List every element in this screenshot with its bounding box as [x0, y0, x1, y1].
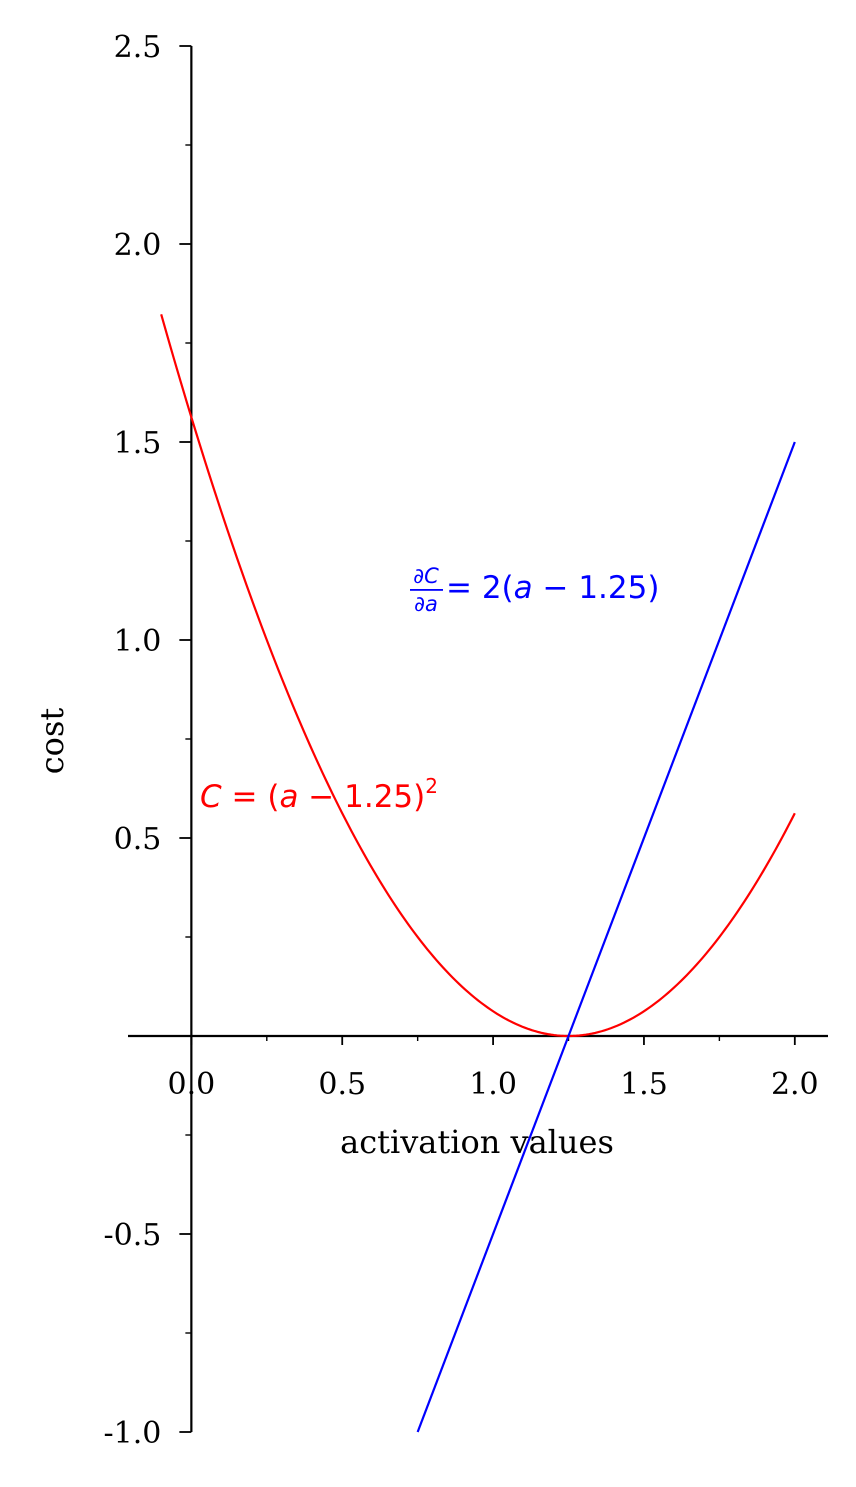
y-tick-label: 2.0 — [114, 228, 162, 263]
y-tick-label: -1.0 — [104, 1416, 162, 1451]
y-axis-title: cost — [33, 708, 71, 775]
x-tick-label: 2.0 — [771, 1067, 819, 1102]
y-tick-label: 1.5 — [114, 426, 162, 461]
x-tick-label: 1.5 — [620, 1067, 668, 1102]
derivative-denominator: ∂a — [414, 592, 438, 616]
y-tick-label: 1.0 — [114, 624, 162, 659]
series-layer — [160, 313, 796, 1433]
x-tick-label: 0.0 — [168, 1067, 216, 1102]
ticks: 0.0 0.5 1.0 1.5 2.0 -1.0 -0.5 0.5 1.0 1.5 2.0 2.5 — [104, 30, 819, 1451]
derivative-annotation: ∂C ∂a = 2(a − 1.25) — [410, 564, 659, 616]
fraction-bar — [410, 589, 443, 591]
cost-annotation: C = (a − 1.25)2 — [200, 774, 438, 815]
y-tick-label: -0.5 — [104, 1218, 162, 1253]
derivative-equation: = 2(a − 1.25) — [446, 570, 659, 606]
y-tick-label: 0.5 — [114, 822, 162, 857]
x-tick-label: 1.0 — [469, 1067, 517, 1102]
derivative-numerator: ∂C — [413, 564, 439, 588]
cost-curve-line — [160, 313, 796, 1038]
axes — [128, 46, 828, 1432]
x-tick-label: 0.5 — [318, 1067, 366, 1102]
y-tick-label: 2.5 — [114, 30, 162, 65]
x-axis-title: activation values — [340, 1123, 614, 1161]
derivative-line — [416, 441, 796, 1433]
